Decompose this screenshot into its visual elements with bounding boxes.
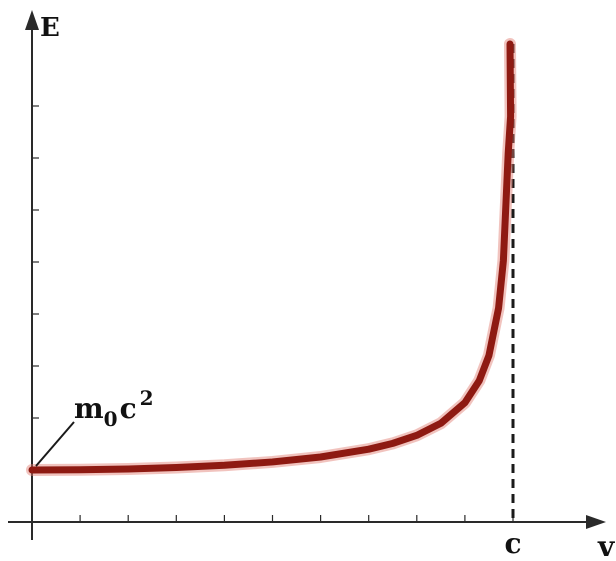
x-tick-label-c: c — [504, 527, 521, 560]
y-axis-arrow — [25, 10, 39, 30]
rest-energy-label-superscript: 2 — [140, 386, 154, 410]
x-axis-arrow — [586, 515, 606, 529]
y-axis-label: E — [40, 13, 60, 43]
energy-curve — [28, 40, 515, 474]
rest-energy-label: m0c 2 — [74, 386, 154, 431]
rest-energy-label-subscript: 0 — [104, 407, 118, 431]
rest-energy-label-m: m — [74, 392, 104, 425]
rest-energy-label-c: c — [120, 392, 137, 425]
x-axis-label: v — [597, 530, 615, 561]
rest-energy-leader-line — [35, 421, 75, 467]
y-axis-ticks — [32, 105, 39, 471]
x-axis-ticks — [79, 515, 514, 522]
